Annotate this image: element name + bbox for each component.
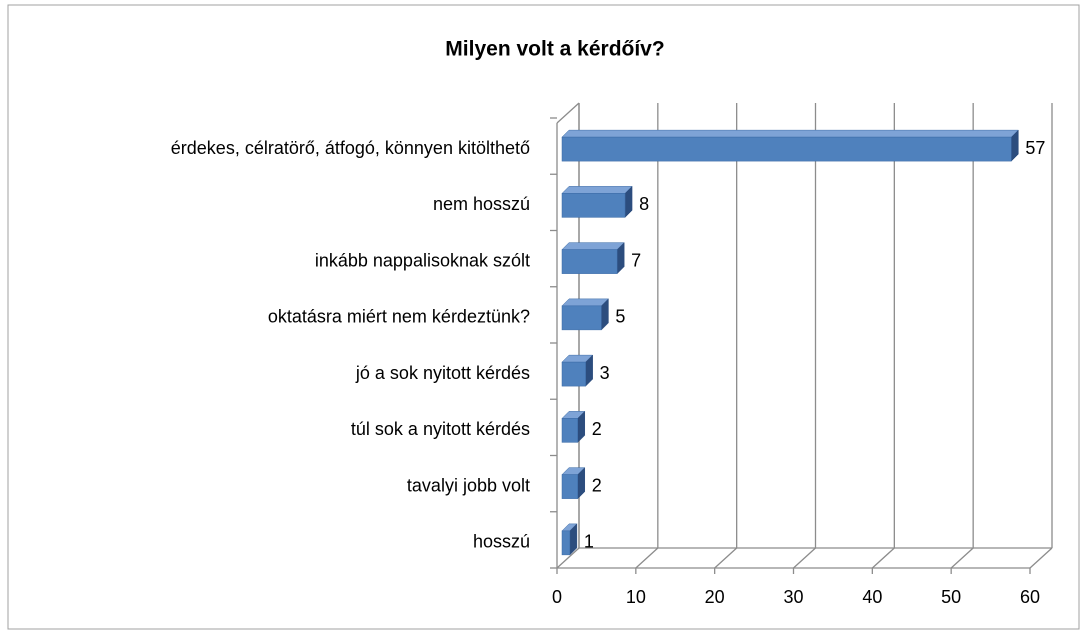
bar — [561, 305, 602, 331]
bar-top — [561, 186, 633, 194]
wall-edge — [556, 102, 580, 124]
bar — [561, 193, 626, 218]
x-tick-label: 30 — [783, 587, 803, 607]
grid-line — [556, 547, 580, 569]
grid-line — [714, 547, 738, 569]
grid-line — [793, 547, 816, 569]
y-tick-label: túl sok a nyitott kérdés — [351, 419, 530, 439]
chart-title: Milyen volt a kérdőív? — [445, 38, 664, 61]
bar — [561, 474, 579, 499]
y-tick-label: tavalyi jobb volt — [407, 475, 530, 495]
data-label: 8 — [639, 194, 649, 214]
x-tick-label: 10 — [626, 587, 646, 607]
x-tick-label: 40 — [862, 587, 882, 607]
data-label: 5 — [615, 307, 625, 327]
y-tick-label: inkább nappalisoknak szólt — [315, 250, 530, 270]
grid-line — [950, 547, 974, 569]
bar — [561, 361, 586, 387]
bar — [561, 418, 579, 443]
x-tick-label: 20 — [705, 587, 725, 607]
grid-line — [871, 547, 895, 569]
x-tick-label: 60 — [1020, 587, 1040, 607]
data-label: 2 — [592, 419, 602, 439]
data-label: 7 — [631, 250, 641, 270]
grid-line — [635, 547, 659, 569]
grid-line — [1029, 547, 1053, 569]
data-label: 2 — [592, 475, 602, 495]
bar — [561, 249, 618, 274]
data-label: 3 — [600, 363, 610, 383]
x-tick-label: 0 — [552, 587, 562, 607]
y-tick-label: érdekes, célratörő, átfogó, könnyen kitö… — [171, 138, 530, 158]
data-label: 1 — [584, 532, 594, 552]
chart-border — [7, 4, 1080, 630]
y-tick-label: jó a sok nyitott kérdés — [355, 363, 530, 383]
data-label: 57 — [1025, 138, 1045, 158]
bar — [561, 530, 571, 556]
x-tick-label: 50 — [941, 587, 961, 607]
bar-top — [561, 242, 625, 250]
bar — [561, 136, 1012, 162]
bar-top — [561, 298, 610, 307]
y-tick-label: oktatásra miért nem kérdeztünk? — [268, 307, 530, 327]
y-tick-label: hosszú — [473, 532, 530, 552]
bar-top — [561, 129, 1019, 138]
y-tick-label: nem hosszú — [433, 194, 530, 214]
